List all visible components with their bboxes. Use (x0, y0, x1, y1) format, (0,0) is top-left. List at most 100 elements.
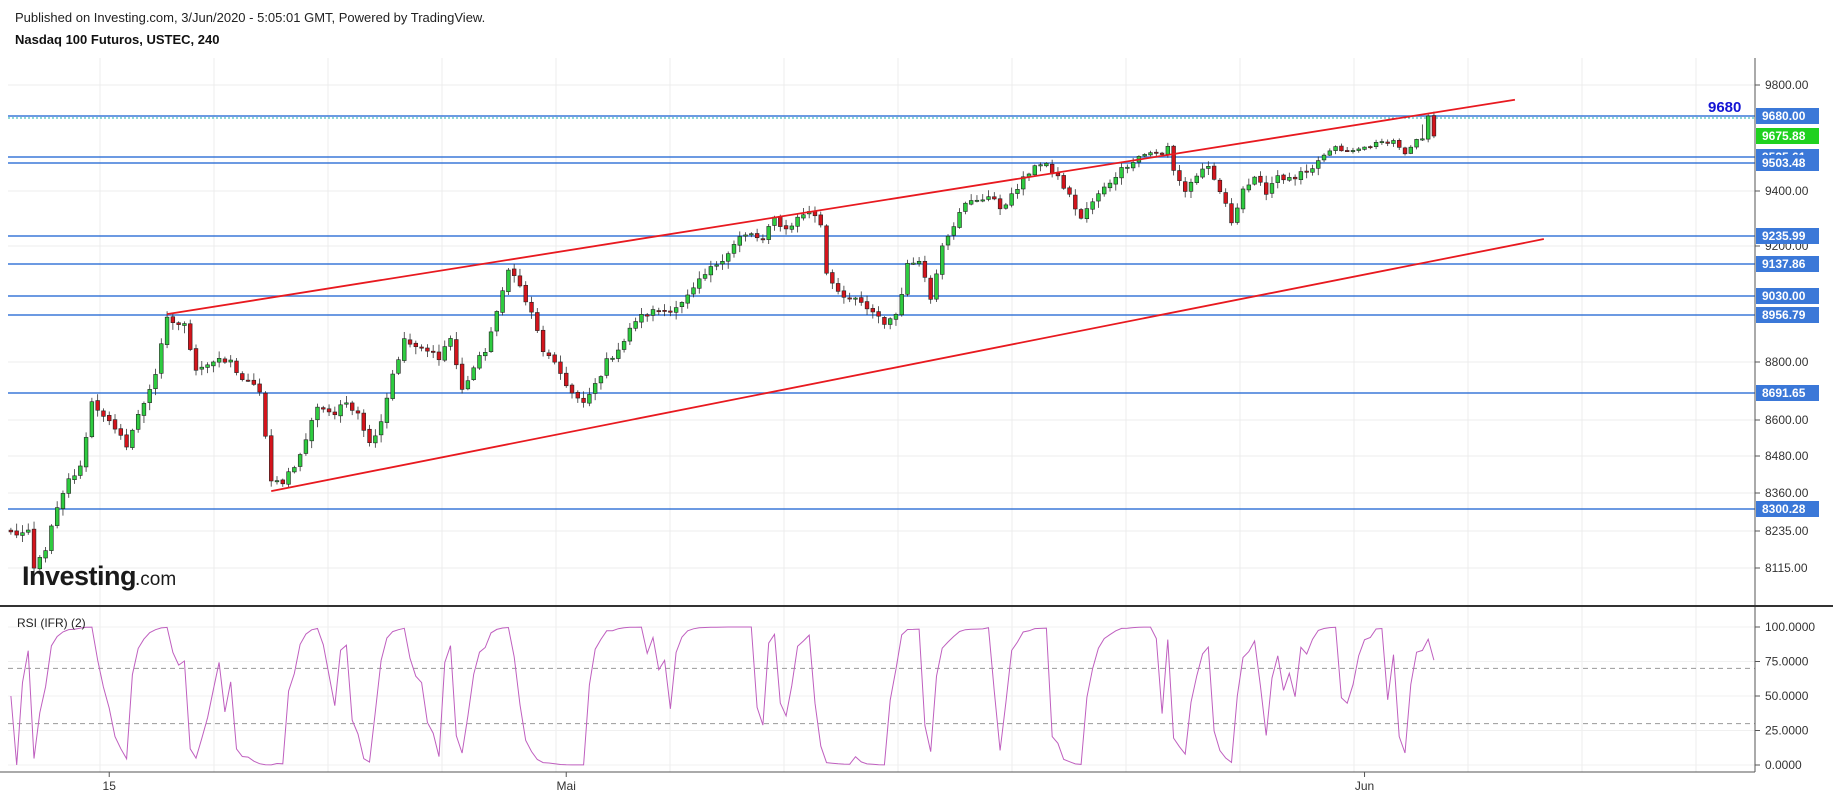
candle-body (1217, 179, 1223, 193)
chart-title: Nasdaq 100 Futuros, USTEC, 240 (15, 32, 220, 47)
candle-body (916, 260, 922, 265)
candle (1281, 173, 1286, 184)
candle-body (523, 284, 528, 303)
candle-body (1148, 152, 1153, 156)
candle-body (1373, 142, 1379, 147)
candle (945, 234, 951, 250)
candle (494, 310, 499, 337)
candle (1119, 163, 1124, 185)
candle (257, 378, 262, 396)
time-axis: 15 Mai Jun (103, 772, 1374, 793)
candle-body (1275, 175, 1280, 183)
candle (899, 287, 904, 317)
candle (731, 240, 737, 258)
candle-body (205, 364, 210, 368)
candle-body (1327, 150, 1332, 156)
candle-body (321, 407, 326, 410)
candle-body (8, 529, 14, 533)
candle (766, 224, 771, 244)
candle-body (656, 310, 661, 313)
candle (72, 469, 77, 484)
candle-body (1044, 163, 1049, 167)
investing-logo: Investing .com (22, 561, 176, 591)
candle (1229, 198, 1234, 226)
candle (1032, 164, 1037, 177)
candle (697, 271, 702, 294)
candle (26, 523, 31, 535)
candle (176, 321, 181, 331)
candle (43, 547, 48, 563)
candle-body (378, 421, 384, 436)
candle (639, 307, 644, 329)
candle (1269, 176, 1275, 198)
rsi-tick-label: 75.0000 (1765, 655, 1809, 669)
candle-body (280, 479, 285, 485)
candle-body (506, 269, 511, 293)
candle-body (37, 557, 42, 570)
candle-body (1096, 193, 1101, 202)
candle-body (396, 359, 401, 374)
candle (616, 342, 621, 363)
candle (141, 401, 147, 424)
candle (205, 362, 210, 374)
candle-body (297, 454, 303, 467)
candle-body (234, 360, 239, 373)
candle-body (859, 297, 864, 303)
candle (78, 460, 83, 479)
candle (569, 383, 575, 399)
candle (720, 254, 725, 270)
level-label-box (1756, 256, 1819, 272)
candle (240, 371, 245, 382)
candle (581, 391, 586, 408)
level-label: 9235.99 (1762, 229, 1806, 243)
level-label-box (1756, 501, 1819, 517)
candle-body (216, 358, 222, 363)
candle (656, 307, 661, 316)
candle-body (841, 290, 847, 298)
candle (66, 473, 71, 498)
candle-body (1240, 188, 1246, 210)
candle (523, 281, 528, 306)
candle-body (54, 507, 60, 526)
candle-body (558, 361, 563, 374)
candle-body (1316, 160, 1321, 169)
candle-body (1258, 175, 1263, 183)
candle-body (945, 235, 951, 246)
candle (1344, 147, 1350, 153)
candle-body (494, 311, 499, 332)
candle-body (754, 233, 760, 239)
candle-body (326, 408, 332, 413)
candle (8, 527, 14, 535)
candle-body (1090, 201, 1095, 210)
candle (870, 304, 876, 319)
candle-body (708, 266, 714, 276)
candle-body (350, 402, 355, 411)
candle (436, 344, 442, 366)
candle (419, 344, 424, 352)
candle-body (546, 352, 552, 357)
candle (1420, 124, 1425, 141)
candle (887, 317, 893, 330)
candle (402, 331, 407, 363)
candle-body (714, 264, 719, 267)
candle-body (679, 302, 685, 307)
candle-body (1321, 154, 1327, 161)
candle (1264, 175, 1269, 201)
candle (876, 306, 881, 324)
candle-body (986, 196, 991, 200)
candle (1188, 178, 1194, 198)
candle (963, 201, 968, 215)
candle-body (1032, 165, 1037, 176)
candle-body (830, 272, 835, 284)
candle-body (899, 294, 904, 316)
price-tick-label: 8235.00 (1765, 524, 1809, 538)
candle (558, 355, 563, 380)
level-label-box (1756, 307, 1819, 323)
candle (1240, 186, 1246, 214)
candle (182, 321, 187, 334)
candle-body (1292, 176, 1298, 180)
candle-body (1264, 182, 1269, 195)
candle-body (1350, 150, 1356, 152)
candle (303, 433, 309, 456)
